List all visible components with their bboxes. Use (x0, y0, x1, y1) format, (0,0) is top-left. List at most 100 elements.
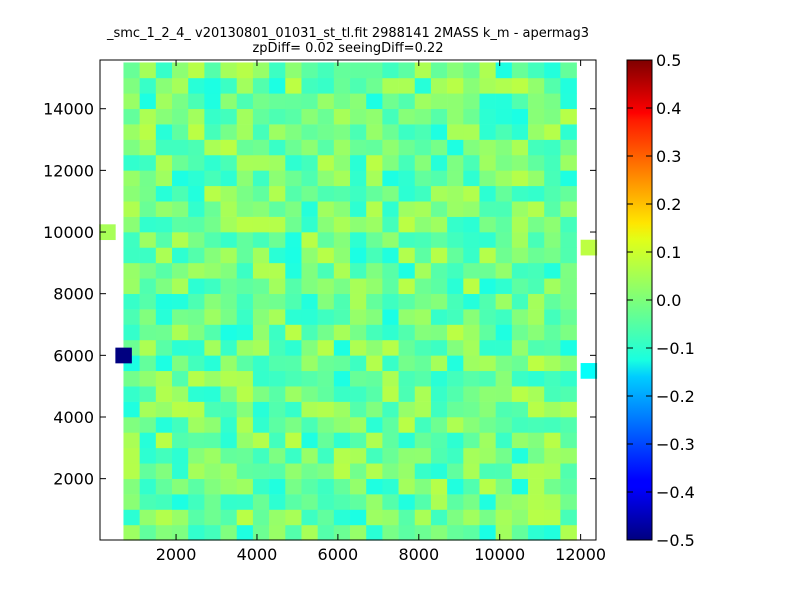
heatmap-cell (430, 509, 448, 526)
heatmap-cell (414, 77, 432, 94)
heatmap-cell (269, 124, 286, 140)
heatmap-cell (447, 432, 464, 449)
heatmap-cell (560, 154, 577, 171)
heatmap-cell (447, 201, 464, 217)
heatmap-cell (447, 77, 464, 94)
heatmap-cell (204, 494, 221, 510)
heatmap-cell (430, 386, 448, 402)
heatmap-cell (236, 154, 254, 171)
heatmap-cell (285, 447, 302, 464)
heatmap-cell (382, 309, 399, 325)
heatmap-cell (479, 262, 496, 279)
heatmap-cell (528, 62, 545, 79)
heatmap-cell (382, 201, 399, 217)
heatmap-cell (511, 262, 529, 279)
heatmap-cell (204, 170, 221, 187)
heatmap-cell (172, 124, 189, 140)
heatmap-cell (317, 309, 335, 325)
heatmap-cell (155, 478, 173, 495)
heatmap-cell (414, 232, 432, 248)
heatmap-cell (560, 232, 577, 248)
heatmap-cell (495, 401, 513, 418)
heatmap-cell (285, 62, 302, 79)
heatmap-cell (463, 432, 480, 449)
heatmap-cell (301, 232, 318, 248)
heatmap-cell (220, 463, 238, 479)
heatmap-cell (528, 339, 545, 356)
heatmap-cell (528, 77, 545, 94)
heatmap-cell (511, 185, 529, 202)
heatmap-cell (528, 170, 545, 187)
heatmap-cell (544, 494, 561, 510)
heatmap-cell (398, 154, 416, 171)
heatmap-cell (430, 370, 448, 387)
heatmap-cell (188, 108, 205, 125)
x-tick-label: 6000 (318, 545, 359, 564)
heatmap-cell (495, 201, 513, 217)
heatmap-cell (560, 463, 577, 479)
heatmap-cell (495, 108, 513, 125)
plot-area: 2000 4000 6000 8000 10000 12000 2000 4000 6000 8… (43, 59, 606, 564)
colorbar-tick-label: 0.0 (656, 291, 681, 310)
heatmap-cell (544, 232, 561, 248)
heatmap-cell (269, 386, 286, 402)
heatmap-cell (188, 401, 205, 418)
heatmap-cell (252, 139, 270, 156)
heatmap-cell (366, 524, 383, 541)
heatmap-cell (172, 416, 189, 433)
heatmap-cell (301, 62, 318, 79)
heatmap-cell (430, 170, 448, 187)
heatmap-cell (463, 416, 480, 433)
heatmap-cell (382, 93, 399, 110)
heatmap-cell (382, 278, 399, 294)
heatmap-cell (139, 309, 157, 325)
heatmap-cell (398, 494, 416, 510)
heatmap-cell (382, 247, 399, 264)
heatmap-cell (414, 494, 432, 510)
heatmap-cell (172, 524, 189, 541)
heatmap-cell (463, 355, 480, 372)
heatmap-cell (236, 401, 254, 418)
heatmap-cells (99, 62, 598, 541)
heatmap-cell (301, 463, 318, 479)
heatmap-cell (155, 139, 173, 156)
heatmap-cell (139, 355, 157, 372)
heatmap-cell (398, 216, 416, 233)
heatmap-cell (252, 324, 270, 341)
heatmap-cell (414, 432, 432, 449)
heatmap-cell (447, 524, 464, 541)
heatmap-cell (382, 432, 399, 449)
heatmap-cell (269, 416, 286, 433)
heatmap-cell (285, 201, 302, 217)
heatmap-cell (188, 139, 205, 156)
heatmap-cell (139, 416, 157, 433)
heatmap-cell (188, 93, 205, 110)
heatmap-cell (544, 309, 561, 325)
heatmap-cell (220, 509, 238, 526)
heatmap-cell (285, 524, 302, 541)
heatmap-cell (560, 293, 577, 310)
x-tick-label: 2000 (156, 545, 197, 564)
heatmap-cell (479, 124, 496, 140)
heatmap-cell (139, 77, 157, 94)
heatmap-cell (350, 478, 367, 495)
heatmap-cell (236, 108, 254, 125)
heatmap-cell (252, 170, 270, 187)
heatmap-cell (511, 524, 529, 541)
heatmap-cell (285, 463, 302, 479)
heatmap-cell (463, 463, 480, 479)
y-tick-label: 4000 (53, 408, 94, 427)
heatmap-cell (528, 324, 545, 341)
heatmap-cell (301, 401, 318, 418)
heatmap-cell (511, 386, 529, 402)
heatmap-cell (544, 170, 561, 187)
heatmap-cell (155, 447, 173, 464)
heatmap-cell (252, 370, 270, 387)
heatmap-cell (382, 478, 399, 495)
heatmap-cell (447, 247, 464, 264)
heatmap-cell (430, 432, 448, 449)
heatmap-cell (301, 494, 318, 510)
heatmap-cell (220, 124, 238, 140)
heatmap-cell (285, 324, 302, 341)
heatmap-cell (204, 339, 221, 356)
